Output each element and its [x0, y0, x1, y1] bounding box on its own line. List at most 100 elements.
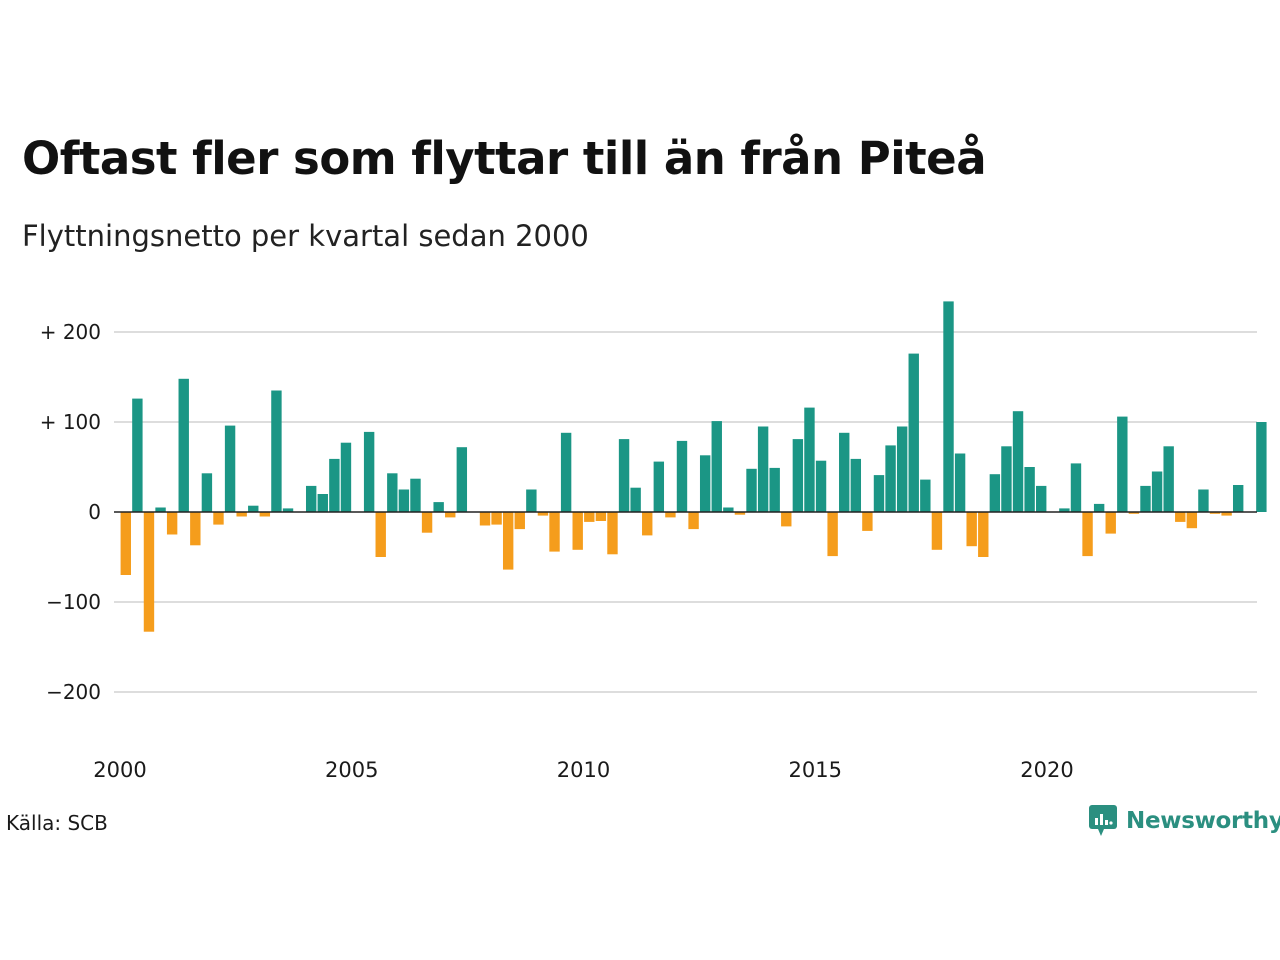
brand-logo: Newsworthy [1088, 804, 1280, 838]
bar [340, 442, 352, 512]
bar [410, 478, 421, 512]
bar [665, 512, 676, 518]
source-note: Källa: SCB [6, 811, 108, 835]
bar [236, 512, 247, 517]
bar [248, 505, 259, 512]
bar [224, 425, 236, 512]
bar [676, 440, 688, 512]
bars [120, 301, 1267, 632]
bar [642, 512, 653, 536]
bar [850, 458, 862, 512]
bar [943, 301, 954, 512]
bar [873, 475, 885, 512]
x-tick-label: 2000 [93, 758, 146, 782]
bar [502, 512, 514, 570]
bar [688, 512, 699, 530]
bar [896, 426, 908, 512]
x-axis-ticks: 2000 2005 2010 2015 2020 [93, 758, 1073, 782]
bar [804, 407, 815, 512]
bar [734, 512, 746, 515]
bar [931, 512, 943, 550]
bar [317, 494, 328, 512]
bar [363, 431, 375, 512]
y-tick-label: −200 [46, 680, 101, 704]
bar [966, 512, 977, 547]
bar [190, 512, 201, 546]
y-tick-label: + 100 [40, 410, 101, 434]
bar [526, 489, 537, 512]
y-tick-label: 0 [88, 500, 101, 524]
bar [827, 512, 838, 557]
bar [1059, 508, 1070, 512]
bar [1093, 503, 1105, 512]
bar [213, 512, 224, 525]
bar [305, 485, 317, 512]
bar [375, 512, 386, 557]
bar [1070, 463, 1082, 512]
bar [201, 473, 213, 512]
bar [630, 487, 641, 512]
bar [271, 390, 282, 512]
bar [1198, 489, 1209, 512]
bar [839, 432, 850, 512]
bar [1082, 512, 1093, 557]
bar [1117, 416, 1128, 512]
bar [584, 512, 595, 522]
bar [456, 447, 468, 512]
bar [421, 512, 433, 533]
bar [1151, 471, 1163, 512]
bar [1163, 446, 1174, 512]
bar [920, 479, 931, 512]
bar [1256, 422, 1267, 512]
bar [989, 474, 1001, 512]
bar [792, 439, 804, 512]
y-tick-label: −100 [46, 590, 101, 614]
bar [1232, 485, 1244, 512]
bar [491, 512, 502, 525]
bar [1012, 411, 1024, 512]
bar [537, 512, 549, 516]
bar [329, 458, 340, 512]
bar [155, 507, 166, 512]
bar [572, 512, 583, 550]
bar [132, 398, 143, 512]
x-tick-label: 2020 [1020, 758, 1073, 782]
bar [781, 512, 792, 527]
bar [560, 432, 572, 512]
bar [479, 512, 491, 526]
bar [1105, 512, 1116, 534]
bar [143, 512, 155, 632]
bar [282, 508, 294, 512]
x-tick-label: 2010 [557, 758, 610, 782]
bar [178, 378, 189, 512]
bar [1209, 512, 1221, 514]
bar [978, 512, 989, 557]
bar [769, 467, 780, 512]
bar [885, 445, 896, 512]
bar [699, 455, 711, 512]
bar [1036, 485, 1047, 512]
bar [595, 512, 607, 521]
bar [514, 512, 525, 530]
bar [757, 426, 769, 512]
bar [120, 512, 131, 575]
bar [711, 421, 722, 512]
x-tick-label: 2015 [789, 758, 842, 782]
gridlines [114, 331, 1257, 693]
bar [908, 353, 919, 512]
bar [954, 453, 966, 512]
brand-name: Newsworthy [1126, 808, 1280, 834]
bar [259, 512, 271, 517]
y-axis-ticks: + 200 + 100 0 −100 −200 [40, 320, 101, 704]
bar [1186, 512, 1198, 529]
bar [433, 502, 444, 512]
chart-subtitle: Flyttningsnetto per kvartal sedan 2000 [22, 219, 589, 253]
bar [723, 507, 734, 512]
bar [1140, 485, 1151, 512]
bar [653, 461, 665, 512]
bar [862, 512, 873, 531]
bar [1001, 446, 1012, 512]
bar [1175, 512, 1186, 522]
bar [1128, 512, 1140, 514]
bar [815, 460, 827, 512]
